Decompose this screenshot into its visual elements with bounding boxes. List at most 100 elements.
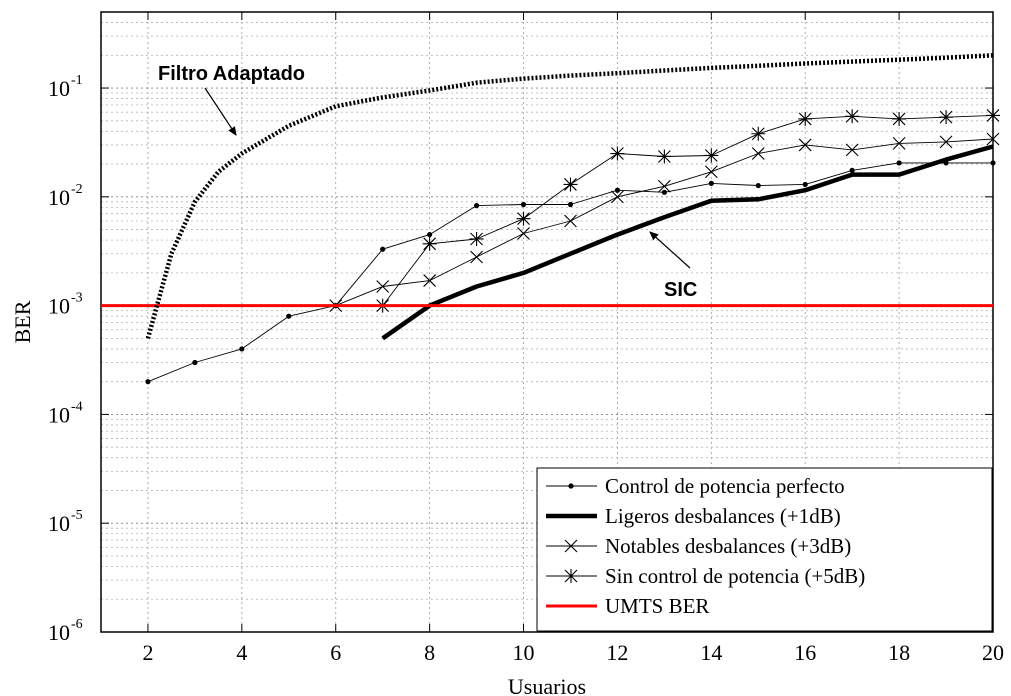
x-tick-label: 6 (330, 640, 341, 665)
legend-entry: UMTS BER (546, 594, 709, 618)
y-tick-exponent: -2 (71, 182, 83, 197)
plot-frame (100, 11, 994, 633)
series-line (381, 144, 994, 341)
y-tick-exponent: -6 (71, 617, 83, 632)
data-point (145, 379, 151, 385)
data-point (610, 146, 625, 161)
data-point (751, 126, 766, 141)
x-tick-label: 14 (700, 640, 722, 665)
data-point (986, 132, 1000, 146)
data-point (563, 177, 578, 192)
data-point (239, 346, 245, 352)
legend-entry: Ligeros desbalances (+1dB) (546, 504, 841, 528)
data-point (470, 250, 483, 264)
series-sin-control-de-potencia-5db (375, 108, 1000, 313)
data-point (892, 111, 907, 126)
data-point (986, 108, 1000, 123)
data-point (798, 111, 813, 126)
x-tick-label: 20 (982, 640, 1004, 665)
y-tick-label: 10 (48, 294, 70, 319)
x-tick-label: 8 (424, 640, 435, 665)
y-tick-exponent: -4 (71, 399, 83, 414)
data-point (422, 236, 437, 251)
data-point (990, 160, 996, 166)
data-point (517, 227, 530, 240)
y-tick-label: 10 (48, 511, 70, 536)
x-tick-label: 16 (794, 640, 816, 665)
annotation-arrow (204, 87, 237, 136)
y-tick-exponent: -3 (71, 291, 83, 306)
legend-label: UMTS BER (605, 594, 709, 618)
data-point (423, 274, 437, 287)
data-point (611, 190, 624, 204)
data-point (704, 148, 719, 163)
data-point (380, 246, 386, 252)
legend-marker (568, 483, 574, 489)
data-point (802, 181, 808, 188)
data-point (657, 179, 671, 193)
data-point (473, 203, 480, 209)
data-point (286, 313, 292, 319)
legend-entry: Notables desbalances (+3dB) (546, 534, 851, 558)
data-point (704, 165, 718, 179)
y-tick-label: 10 (48, 76, 70, 101)
series-line (382, 114, 994, 306)
data-point (192, 359, 198, 366)
legend-marker (564, 569, 578, 583)
legend-label: Notables desbalances (+3dB) (605, 534, 851, 558)
x-axis-label: Usuarios (508, 674, 586, 696)
legend-label: Ligeros desbalances (+1dB) (605, 504, 841, 528)
legend: Control de potencia perfecto Ligeros desb… (536, 467, 993, 632)
annotation-filtro-adaptado: Filtro Adaptado (158, 63, 305, 85)
series-filtro-adaptado (145, 53, 994, 340)
x-tick-label: 2 (142, 640, 153, 665)
data-point (708, 180, 714, 186)
x-tick-label: 10 (513, 640, 535, 665)
data-point (892, 136, 906, 150)
data-point (469, 231, 484, 246)
legend-label: Control de potencia perfecto (605, 474, 845, 498)
data-point (849, 167, 855, 173)
series-layer (101, 53, 1000, 385)
data-point (845, 143, 859, 157)
data-point (516, 211, 531, 226)
data-point (567, 201, 574, 208)
data-point (376, 280, 390, 293)
y-tick-exponent: -1 (71, 73, 83, 88)
data-point (661, 189, 667, 195)
y-tick-label: 10 (48, 402, 70, 427)
annotation-sic: SIC (664, 279, 697, 301)
data-point (755, 182, 761, 189)
x-tick-label: 4 (236, 640, 247, 665)
data-point (657, 149, 672, 164)
legend-entry: Control de potencia perfecto (546, 474, 845, 498)
data-point (939, 110, 954, 125)
y-tick-label: 10 (48, 620, 70, 645)
y-tick-label: 10 (48, 185, 70, 210)
series-ligeros-desbalances-1db (381, 144, 994, 341)
data-point (845, 109, 860, 124)
data-point (614, 187, 621, 193)
data-point (751, 147, 765, 160)
series-notables-desbalances-3db (329, 132, 1000, 313)
series-line (145, 53, 994, 340)
legend-entry: Sin control de potencia (+5dB) (546, 564, 865, 588)
data-point (564, 214, 577, 228)
x-tick-label: 12 (606, 640, 628, 665)
data-point (427, 231, 433, 238)
annotations: Filtro Adaptado SIC (158, 63, 697, 301)
data-point (520, 201, 527, 208)
annotation-arrow (649, 231, 691, 269)
y-axis-label: BER (10, 300, 35, 343)
legend-label: Sin control de potencia (+5dB) (605, 564, 865, 588)
data-point (939, 135, 953, 149)
data-point (896, 160, 902, 166)
y-tick-exponent: -5 (71, 508, 83, 523)
data-point (798, 138, 812, 152)
series-control-de-potencia-perfecto (145, 160, 996, 385)
legend-marker (564, 539, 578, 553)
x-tick-label: 18 (888, 640, 910, 665)
legend-box (536, 467, 993, 632)
